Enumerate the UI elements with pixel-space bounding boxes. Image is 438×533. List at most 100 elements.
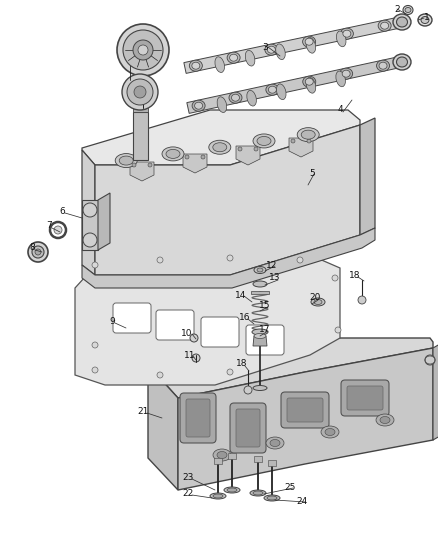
FancyBboxPatch shape: [341, 380, 389, 416]
Circle shape: [358, 296, 366, 304]
Circle shape: [297, 257, 303, 263]
Ellipse shape: [311, 298, 325, 306]
Polygon shape: [148, 365, 178, 490]
Ellipse shape: [265, 44, 278, 55]
Ellipse shape: [376, 414, 394, 426]
Ellipse shape: [115, 154, 137, 167]
FancyBboxPatch shape: [180, 393, 216, 443]
Ellipse shape: [229, 92, 242, 103]
Polygon shape: [98, 193, 110, 250]
Ellipse shape: [340, 28, 353, 39]
Text: 13: 13: [269, 273, 281, 282]
Ellipse shape: [396, 17, 407, 27]
Polygon shape: [254, 456, 262, 462]
Circle shape: [134, 86, 146, 98]
Text: 17: 17: [259, 326, 271, 335]
Ellipse shape: [379, 62, 387, 69]
Polygon shape: [187, 56, 401, 114]
Ellipse shape: [224, 487, 240, 493]
Circle shape: [192, 354, 200, 362]
Ellipse shape: [378, 20, 391, 31]
FancyBboxPatch shape: [113, 303, 151, 333]
Text: 11: 11: [184, 351, 196, 359]
Circle shape: [127, 79, 153, 105]
FancyBboxPatch shape: [281, 392, 329, 428]
Text: 1: 1: [424, 13, 430, 22]
Ellipse shape: [305, 38, 313, 45]
Ellipse shape: [267, 46, 276, 53]
Circle shape: [244, 386, 252, 394]
Ellipse shape: [227, 52, 240, 63]
Ellipse shape: [342, 70, 350, 77]
Circle shape: [254, 147, 258, 151]
FancyBboxPatch shape: [186, 399, 210, 437]
Circle shape: [35, 249, 41, 255]
Text: 9: 9: [109, 318, 115, 327]
Ellipse shape: [396, 57, 407, 67]
Polygon shape: [268, 460, 276, 466]
Circle shape: [148, 163, 152, 167]
Circle shape: [83, 203, 97, 217]
Ellipse shape: [339, 68, 353, 79]
Polygon shape: [82, 200, 98, 250]
FancyBboxPatch shape: [287, 398, 323, 422]
Ellipse shape: [336, 31, 346, 47]
Ellipse shape: [189, 60, 202, 71]
Polygon shape: [228, 453, 236, 459]
Circle shape: [307, 139, 311, 143]
Ellipse shape: [305, 78, 313, 85]
Polygon shape: [236, 146, 260, 165]
Circle shape: [335, 327, 341, 333]
Circle shape: [92, 342, 98, 348]
Ellipse shape: [257, 268, 263, 272]
Circle shape: [185, 155, 189, 159]
Text: 20: 20: [309, 294, 321, 303]
Ellipse shape: [247, 91, 256, 106]
Circle shape: [54, 226, 62, 234]
Text: 25: 25: [284, 482, 296, 491]
Circle shape: [227, 369, 233, 375]
Text: 16: 16: [239, 313, 251, 322]
Ellipse shape: [306, 37, 316, 53]
FancyBboxPatch shape: [201, 317, 239, 347]
Ellipse shape: [314, 300, 322, 304]
Polygon shape: [178, 348, 433, 490]
Ellipse shape: [217, 451, 227, 458]
Text: 3: 3: [262, 43, 268, 52]
Ellipse shape: [253, 134, 275, 148]
Ellipse shape: [253, 491, 263, 495]
Polygon shape: [95, 125, 360, 275]
FancyBboxPatch shape: [236, 409, 260, 447]
Ellipse shape: [266, 437, 284, 449]
Polygon shape: [183, 154, 207, 173]
Text: 22: 22: [182, 489, 194, 498]
Ellipse shape: [377, 60, 389, 71]
Polygon shape: [133, 108, 148, 112]
FancyBboxPatch shape: [347, 386, 383, 410]
Polygon shape: [75, 255, 340, 385]
Ellipse shape: [264, 495, 280, 501]
Circle shape: [117, 24, 169, 76]
Ellipse shape: [253, 281, 267, 287]
Ellipse shape: [303, 36, 316, 47]
Circle shape: [123, 30, 163, 70]
Ellipse shape: [421, 17, 429, 23]
Ellipse shape: [306, 77, 316, 93]
Circle shape: [291, 139, 295, 143]
Circle shape: [201, 155, 205, 159]
Text: 23: 23: [182, 473, 194, 482]
Circle shape: [92, 367, 98, 373]
Ellipse shape: [303, 76, 316, 87]
Polygon shape: [133, 112, 148, 160]
Circle shape: [227, 255, 233, 261]
Ellipse shape: [403, 5, 413, 14]
Ellipse shape: [166, 149, 180, 158]
Polygon shape: [82, 110, 360, 165]
Ellipse shape: [210, 493, 226, 499]
Ellipse shape: [267, 496, 277, 500]
FancyBboxPatch shape: [230, 403, 266, 453]
Ellipse shape: [418, 14, 432, 26]
Ellipse shape: [266, 84, 279, 95]
Text: 18: 18: [236, 359, 248, 368]
FancyBboxPatch shape: [156, 310, 194, 340]
